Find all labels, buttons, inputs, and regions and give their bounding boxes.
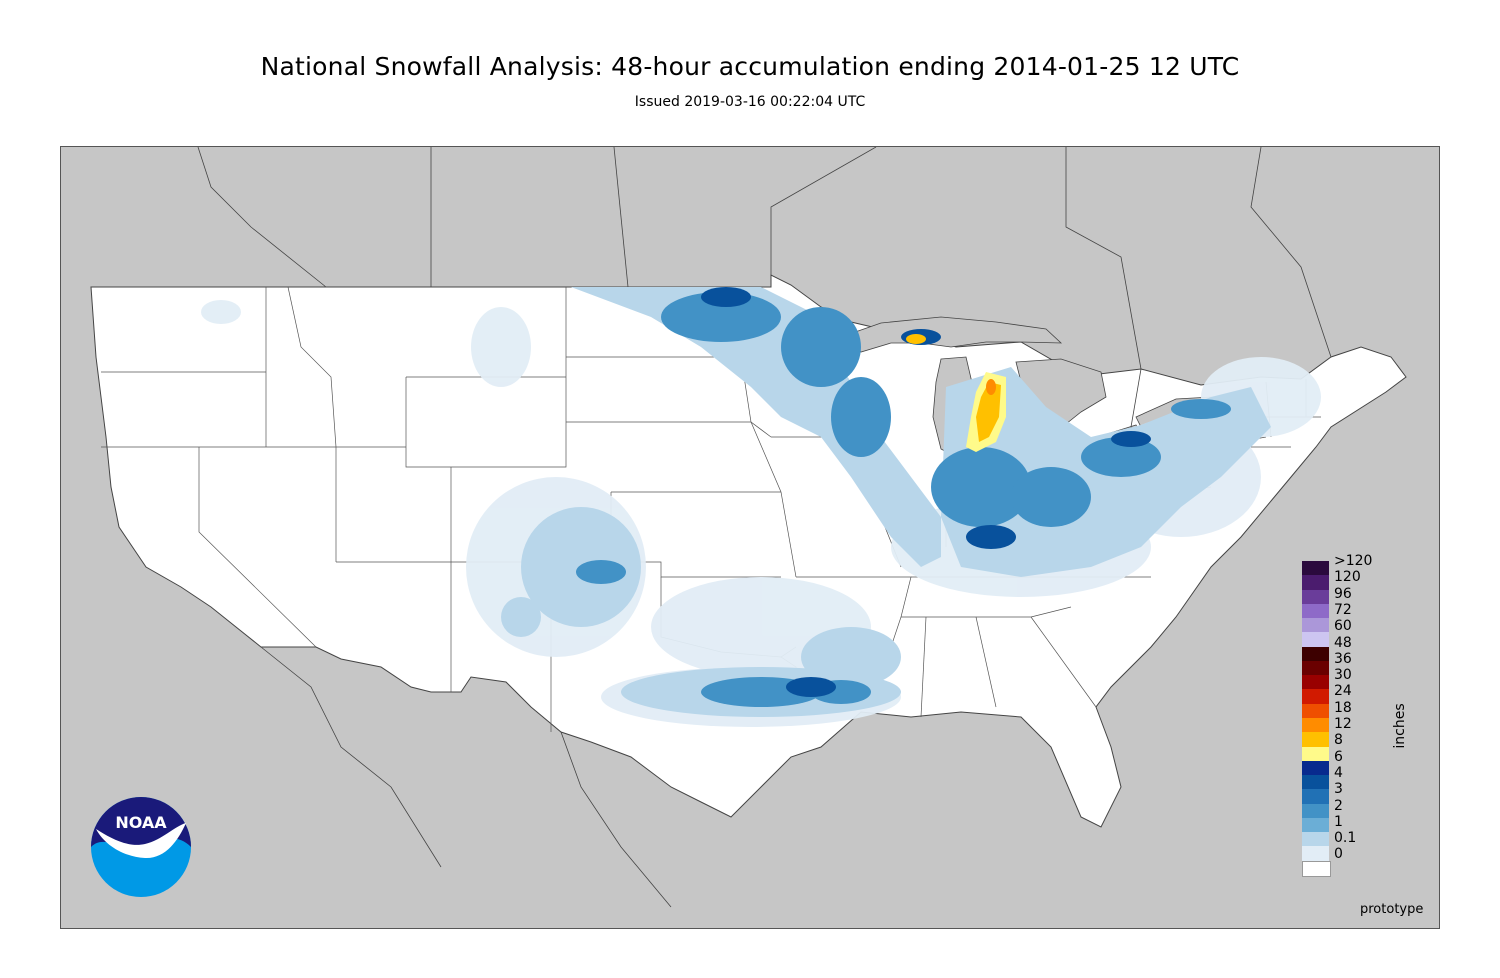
legend-swatch <box>1302 646 1329 662</box>
map-canvas <box>90 147 1407 908</box>
legend-label: 24 <box>1334 683 1352 700</box>
legend-swatch <box>1302 660 1329 676</box>
legend-swatch <box>1302 746 1329 762</box>
map-title: National Snowfall Analysis: 48-hour accu… <box>260 52 1240 81</box>
legend-swatch <box>1302 817 1329 833</box>
legend-label: 60 <box>1334 618 1352 635</box>
issued-timestamp: Issued 2019-03-16 00:22:04 UTC <box>634 94 866 110</box>
legend-label: 6 <box>1334 748 1343 765</box>
legend-label: 48 <box>1334 634 1352 651</box>
legend-label: 3 <box>1334 781 1343 798</box>
legend-label: 1 <box>1334 813 1343 830</box>
legend-swatch <box>1302 575 1329 591</box>
legend-label: 0 <box>1334 846 1343 863</box>
legend-label: 72 <box>1334 601 1352 618</box>
noaa-logo-text: NOAA <box>115 813 167 832</box>
legend-label: >120 <box>1334 553 1373 569</box>
prototype-label: prototype <box>1360 902 1424 917</box>
legend-swatch <box>1302 860 1331 878</box>
snow-12-18in-spot <box>986 379 996 395</box>
legend-label: 120 <box>1334 569 1361 586</box>
legend-label: 36 <box>1334 650 1352 667</box>
legend-label: 18 <box>1334 699 1352 716</box>
lake-superior <box>840 316 1063 353</box>
legend-swatch <box>1302 589 1329 605</box>
legend-swatch <box>1302 689 1329 705</box>
legend-swatch <box>1302 618 1329 633</box>
legend-units: inches <box>1392 703 1408 749</box>
legend-swatch <box>1302 603 1329 619</box>
legend-swatch <box>1302 732 1329 748</box>
legend-label: 30 <box>1334 667 1352 684</box>
snowfall-legend <box>1302 561 1331 878</box>
snow-2-4in <box>576 292 1231 707</box>
legend-label: 96 <box>1334 585 1352 602</box>
legend-swatch <box>1302 789 1329 805</box>
legend-swatch <box>1302 703 1329 719</box>
legend-swatch <box>1302 803 1329 819</box>
legend-swatch <box>1302 760 1329 776</box>
legend-label: 8 <box>1334 732 1343 749</box>
legend-label: 2 <box>1334 797 1343 814</box>
snow-up-peninsula <box>906 334 926 344</box>
legend-swatch <box>1302 561 1329 576</box>
legend-swatch <box>1302 675 1329 690</box>
legend-swatch <box>1302 632 1329 648</box>
noaa-logo: NOAA <box>90 796 192 898</box>
snowfall-map <box>60 146 1440 929</box>
legend-swatch <box>1302 718 1329 733</box>
legend-swatch <box>1302 846 1329 862</box>
legend-label: 4 <box>1334 764 1343 781</box>
snow-4-6in <box>701 287 1151 697</box>
snow-8-12in-band <box>976 382 1001 442</box>
legend-label: 0.1 <box>1334 830 1357 847</box>
legend-swatch <box>1302 832 1329 847</box>
legend-swatch <box>1302 775 1329 790</box>
legend-label: 12 <box>1334 716 1352 732</box>
